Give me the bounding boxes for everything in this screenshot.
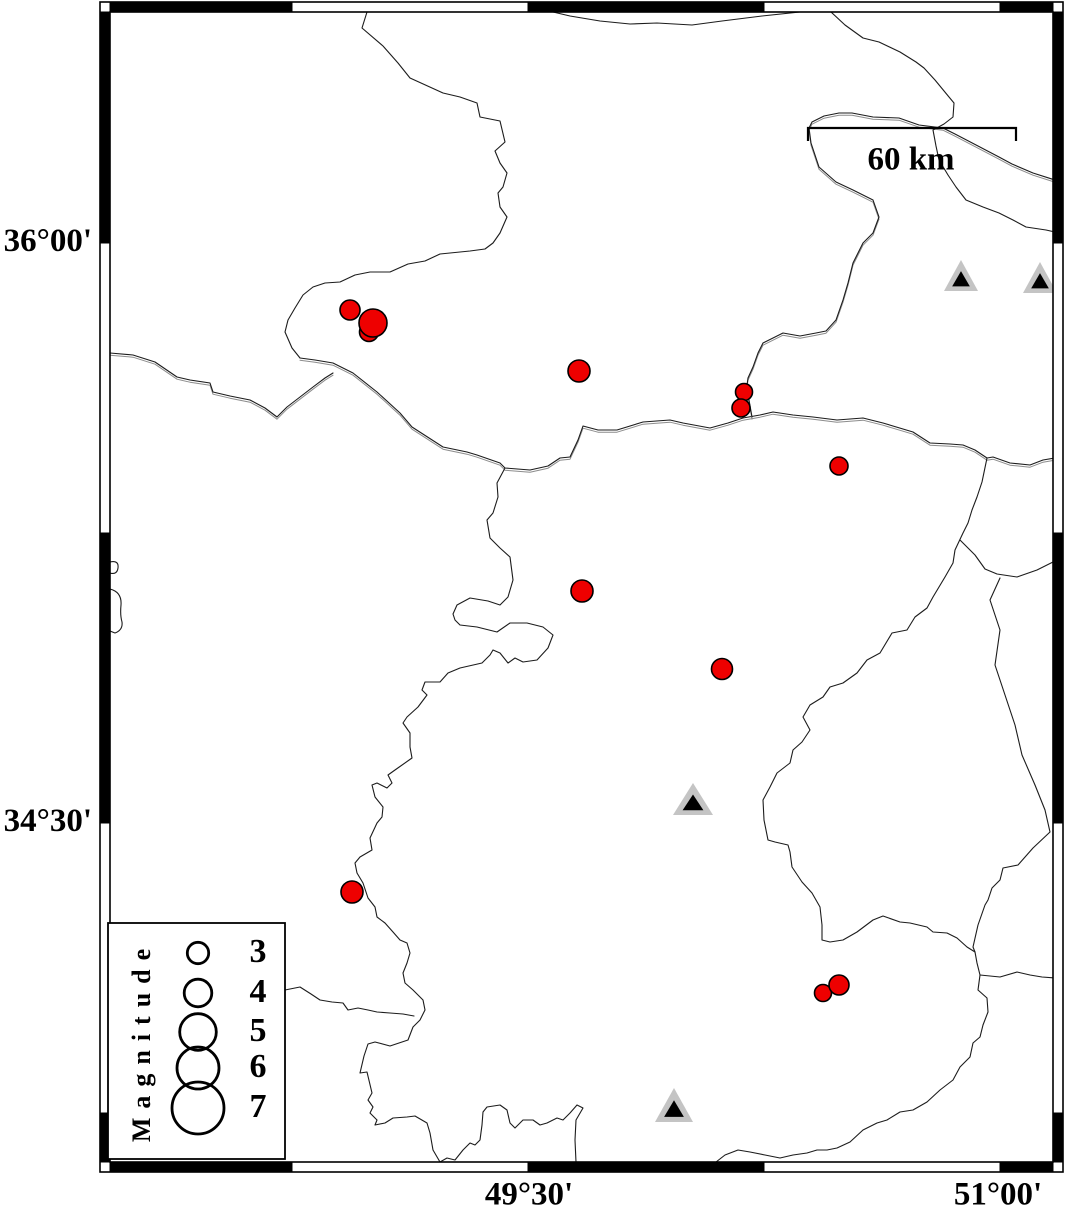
border-line	[439, 1104, 584, 1162]
earthquake-marker	[731, 398, 751, 418]
legend-magnitude-label: 6	[249, 1048, 267, 1086]
frame-segment	[763, 1, 1001, 13]
axis-label: 34°30'	[3, 803, 92, 840]
map-frame	[99, 1, 1064, 1173]
earthquake-marker	[813, 983, 833, 1003]
frame-segment	[99, 11, 111, 244]
border-line	[552, 12, 1053, 233]
frame-segment	[1052, 532, 1064, 824]
border-line	[299, 357, 1053, 471]
earthquake-marker	[340, 880, 364, 904]
border-line	[110, 352, 334, 418]
frame-segment	[1052, 822, 1064, 1114]
border-line	[110, 588, 123, 634]
frame-corner	[1052, 1, 1064, 13]
legend-magnitude-circle	[170, 1080, 226, 1136]
legend-magnitude-label: 3	[249, 933, 267, 971]
station-triangle-inner	[682, 794, 704, 811]
border-line	[762, 457, 988, 953]
border-line-shadow	[746, 114, 1053, 420]
earthquake-marker	[734, 382, 754, 402]
frame-segment	[763, 1161, 1001, 1173]
earthquake-marker	[567, 359, 591, 383]
border-line-shadow	[110, 354, 334, 420]
frame-segment	[1052, 11, 1064, 244]
border-line	[715, 951, 989, 1162]
legend-magnitude-circle	[185, 940, 211, 966]
legend-magnitude-circle	[178, 1012, 218, 1052]
frame-segment	[109, 1, 293, 13]
frame-corner	[99, 1, 111, 13]
frame-corner	[99, 1161, 111, 1173]
axis-label: 49°30'	[484, 1176, 574, 1210]
legend-magnitude-label: 5	[249, 1012, 267, 1050]
station-triangle-inner	[664, 1100, 684, 1117]
frame-segment	[1052, 1112, 1064, 1163]
map-content	[110, 12, 1053, 1162]
earthquake-marker	[828, 974, 850, 996]
border-line	[959, 539, 1053, 578]
frame-segment	[527, 1161, 765, 1173]
earthquake-marker	[358, 308, 388, 338]
frame-segment	[527, 1, 765, 13]
earthquake-marker	[570, 579, 594, 603]
earthquake-marker	[829, 456, 849, 476]
border-line	[972, 577, 1051, 953]
earthquake-marker	[710, 657, 734, 681]
scalebar-label: 60 km	[867, 141, 955, 178]
frame-outer-rect	[99, 1, 1064, 1173]
station-triangle-inner	[1031, 273, 1049, 289]
station-triangle-inner	[952, 271, 970, 287]
frame-inner-rect	[109, 11, 1054, 1163]
frame-segment	[99, 242, 111, 534]
frame-segment	[291, 1, 529, 13]
frame-corner	[1052, 1161, 1064, 1173]
magnitude-legend	[107, 922, 286, 1160]
frame-segment	[99, 532, 111, 824]
legend-title: Magnitude	[127, 939, 156, 1143]
frame-segment	[109, 1161, 293, 1173]
border-line	[284, 12, 508, 359]
frame-segment	[291, 1161, 529, 1173]
border-line	[110, 561, 119, 574]
legend-magnitude-circle	[182, 977, 214, 1009]
axis-label: 36°00'	[3, 223, 92, 260]
legend-magnitude-circle	[175, 1045, 221, 1091]
border-line	[979, 971, 1053, 979]
scalebar-bracket	[806, 126, 1018, 141]
legend-magnitude-label: 4	[249, 973, 267, 1011]
border-line	[354, 467, 554, 1162]
border-line-shadow	[299, 359, 1053, 473]
axis-label: 51°00'	[953, 1176, 1043, 1210]
border-line	[284, 986, 415, 1017]
frame-segment	[1052, 242, 1064, 534]
frame-segment	[999, 1, 1054, 13]
legend-magnitude-label: 7	[249, 1088, 267, 1126]
earthquake-marker	[339, 299, 361, 321]
frame-segment	[999, 1161, 1054, 1173]
